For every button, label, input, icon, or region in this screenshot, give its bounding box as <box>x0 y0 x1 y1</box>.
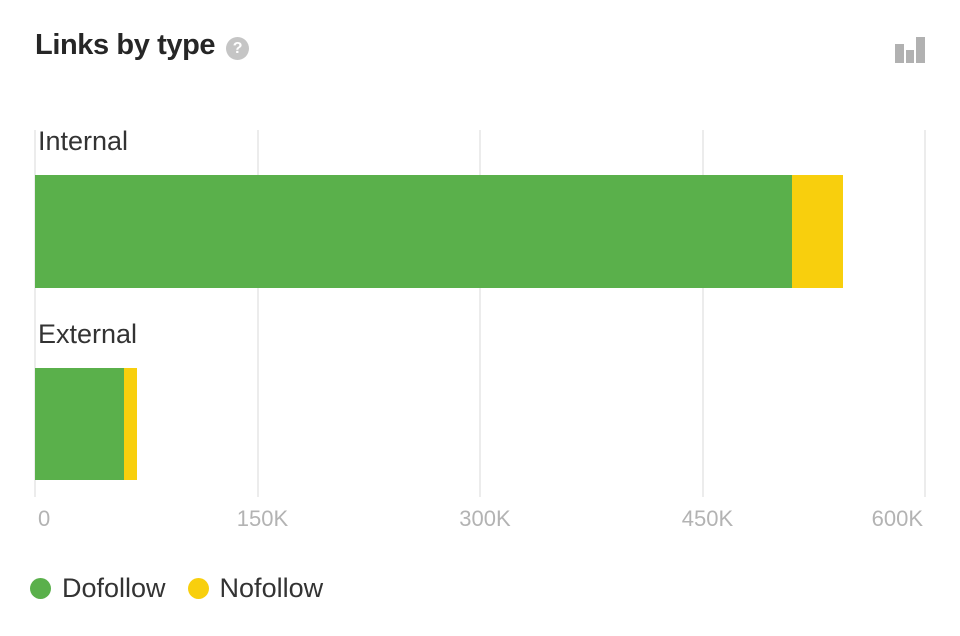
legend-item-nofollow[interactable]: Nofollow <box>187 573 324 603</box>
page-title: Links by type <box>35 29 216 61</box>
x-tick-label: 450K <box>681 506 734 531</box>
legend-label: Dofollow <box>62 573 166 603</box>
legend-dot-nofollow <box>187 577 209 599</box>
gridline <box>34 130 36 497</box>
bar-segment-dofollow-internal[interactable] <box>35 175 792 288</box>
x-tick-label: 150K <box>236 506 289 531</box>
bar-chart-icon-bar <box>906 50 914 63</box>
gridline <box>479 130 481 497</box>
plot-area: Internal External <box>34 126 926 497</box>
gridline <box>256 130 259 497</box>
legend-item-dofollow[interactable]: Dofollow <box>30 573 166 603</box>
legend: Dofollow Nofollow <box>30 573 324 603</box>
help-icon[interactable]: ? <box>226 37 250 60</box>
category-label-external: External <box>38 319 138 349</box>
x-axis: 0 150K 300K 450K 600K <box>0 508 960 538</box>
bar-chart-icon-bar <box>916 37 925 63</box>
gridline <box>924 130 926 497</box>
bar-chart-icon[interactable] <box>895 37 925 63</box>
category-label-internal: Internal <box>38 126 129 156</box>
gridline <box>701 130 704 497</box>
bar-segment-nofollow-external[interactable] <box>124 368 138 480</box>
bar-segment-nofollow-internal[interactable] <box>791 175 844 288</box>
card-header: Links by type ? <box>35 29 250 62</box>
bar-segment-dofollow-external[interactable] <box>35 368 124 480</box>
x-tick-label: 0 <box>38 506 51 531</box>
bar-internal <box>35 175 844 288</box>
x-tick-label: 600K <box>871 506 923 531</box>
bar-chart-icon-bar <box>895 44 904 63</box>
legend-label: Nofollow <box>219 573 324 603</box>
x-tick-label: 300K <box>459 506 511 531</box>
legend-dot-dofollow <box>30 577 51 599</box>
bar-external <box>35 368 138 480</box>
